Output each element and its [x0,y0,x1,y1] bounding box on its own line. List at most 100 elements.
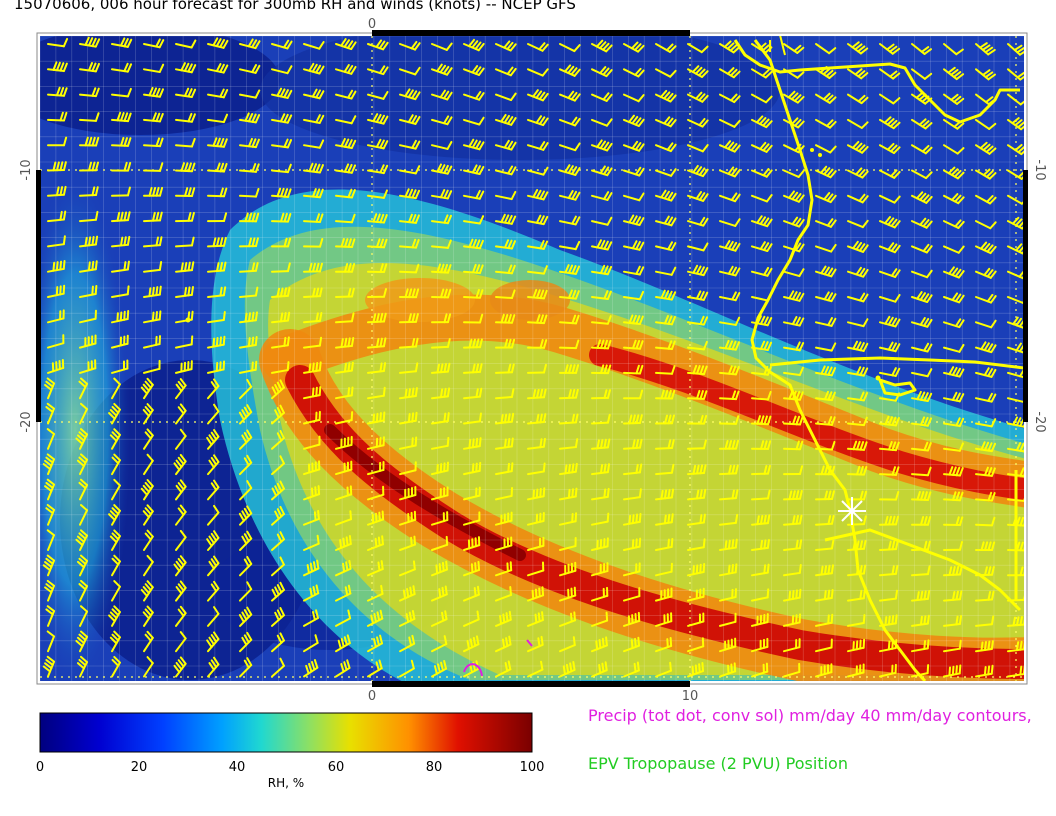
wind-barb [207,656,220,678]
wind-barb [943,491,964,502]
wind-barb [431,63,453,76]
wind-barb [719,513,739,526]
wind-barb [45,402,56,425]
wind-barb [399,585,416,602]
wind-barb [559,660,576,678]
wind-barb [111,136,132,147]
wind-barb [495,412,515,425]
wind-barb [42,554,56,577]
wind-barb [143,529,154,551]
wind-barb [911,191,933,204]
wind-barb [751,315,773,327]
wind-barb [687,587,705,602]
wind-barb [879,367,901,377]
wind-barb [687,439,707,450]
wind-barb [111,334,129,349]
wind-barb [47,284,66,298]
wind-barb [815,416,836,426]
wind-barb [783,290,805,302]
wind-barb [943,43,964,56]
wind-barb [559,512,578,526]
wind-barb [143,260,163,273]
wind-barb [335,386,354,400]
station-marker-icon [838,497,866,525]
wind-barb [173,453,187,476]
wind-barb [687,662,705,678]
wind-barb [239,187,260,198]
wind-barb [975,341,997,354]
moist-strip-west [40,170,130,681]
wind-barb [431,263,452,274]
moist-swath-yellow [268,263,1024,675]
wind-barb [303,213,324,223]
wind-barb [879,142,901,155]
wind-barb [527,339,548,349]
wind-barb [591,512,610,526]
wind-barb [847,490,868,501]
wind-barb [367,460,385,476]
wind-barb [591,586,609,602]
wind-barb [815,663,833,678]
wind-barb [207,187,228,198]
wind-barb [559,364,580,374]
wind-barb [623,611,641,627]
wind-barb [367,485,385,501]
wind-barb [431,239,452,249]
wind-barb [751,390,772,401]
wind-barb [109,630,121,653]
wind-barb [687,65,709,78]
wind-barb [335,609,352,627]
wind-barb [975,194,997,205]
wind-barb [207,378,220,400]
wind-barb [463,313,484,324]
wind-barb [495,388,515,400]
wind-barb [879,341,901,353]
wind-barb [271,212,292,223]
wind-barb [591,191,613,201]
wind-barb [335,115,357,125]
wind-barb [623,562,641,577]
wind-barb [591,239,613,251]
wind-barb [943,466,964,477]
wind-barb [239,480,253,501]
wind-barb [303,287,323,298]
wind-barb [367,337,387,349]
wind-barb [655,189,677,202]
wind-barb [239,38,261,50]
wind-barb [847,318,869,328]
wind-barb [303,114,325,124]
wind-barb [559,215,581,226]
wind-barb [847,614,866,627]
y-tick-left-minus10: -10 [19,159,34,180]
dry-region-n [260,36,780,160]
wind-barb [463,412,482,425]
wind-barb [335,535,352,551]
y-tick-right-minus10: -10 [1032,159,1047,180]
wind-barb [623,314,644,326]
wind-barb [943,541,964,551]
wind-barb [719,637,737,653]
wind-barb [879,242,901,254]
wind-barb [367,189,388,199]
wind-barb [239,261,259,273]
wind-barb [847,515,867,526]
wind-barb [78,579,88,602]
wind-barb [847,440,868,451]
wind-barb [815,539,835,551]
wind-barb [111,655,121,678]
wind-barb [431,163,453,175]
colorbar-tick-80: 80 [425,760,443,775]
wind-barb [335,237,356,248]
wind-barb [527,388,547,400]
wind-barb [207,606,220,627]
wind-barb [719,240,741,252]
wind-barb [1007,442,1024,453]
wind-barb [367,138,389,150]
wind-barb [911,243,933,254]
wind-barb [495,511,513,526]
wind-barb [143,630,154,653]
wind-barb [495,66,517,77]
wind-barb [111,285,130,298]
wind-barb [559,90,581,102]
wind-barb [751,68,773,79]
